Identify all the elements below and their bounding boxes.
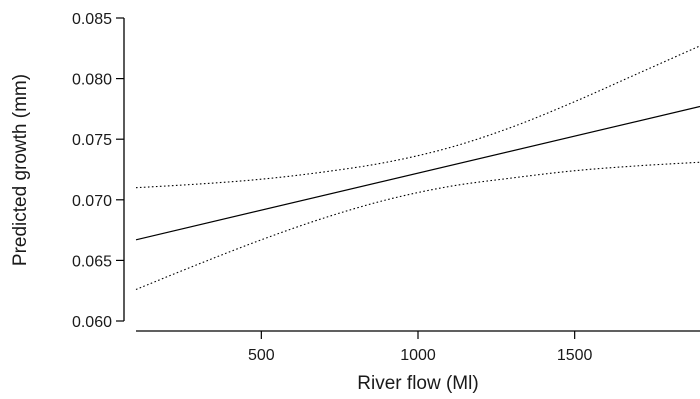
y-tick-label: 0.060 (72, 314, 112, 331)
y-tick-label: 0.075 (72, 132, 112, 149)
x-tick-label: 1500 (557, 347, 593, 364)
x-tick-label: 1000 (400, 347, 436, 364)
x-axis: 500 1000 1500 (136, 330, 700, 364)
x-axis-title: River flow (Ml) (357, 373, 478, 394)
lower-confidence-line (135, 161, 700, 290)
fit-line (135, 105, 700, 241)
y-tick-label: 0.070 (72, 193, 112, 210)
x-tick-label: 500 (248, 347, 275, 364)
plot-area (135, 45, 700, 290)
y-axis: 0.060 0.065 0.070 0.075 0.080 0.085 (72, 11, 125, 331)
y-tick-label: 0.065 (72, 253, 112, 270)
y-tick-label: 0.080 (72, 72, 112, 89)
y-tick-label: 0.085 (72, 11, 112, 28)
y-axis-title: Predicted growth (mm) (10, 74, 31, 266)
upper-confidence-line (135, 45, 700, 189)
